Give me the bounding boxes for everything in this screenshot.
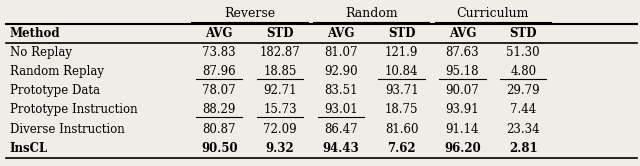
Text: 9.32: 9.32 xyxy=(266,142,294,155)
Text: 87.96: 87.96 xyxy=(202,65,236,78)
Text: 90.07: 90.07 xyxy=(445,84,479,97)
Text: 81.07: 81.07 xyxy=(324,46,358,59)
Text: 2.81: 2.81 xyxy=(509,142,538,155)
Text: 121.9: 121.9 xyxy=(385,46,419,59)
Text: STD: STD xyxy=(266,27,294,40)
Text: Prototype Data: Prototype Data xyxy=(10,84,100,97)
Text: 73.83: 73.83 xyxy=(202,46,236,59)
Text: 93.91: 93.91 xyxy=(445,103,479,117)
Text: 96.20: 96.20 xyxy=(444,142,481,155)
Text: No Replay: No Replay xyxy=(10,46,72,59)
Text: 51.30: 51.30 xyxy=(506,46,540,59)
Text: Diverse Instruction: Diverse Instruction xyxy=(10,123,124,136)
Text: Reverse: Reverse xyxy=(224,7,275,20)
Text: 4.80: 4.80 xyxy=(510,65,536,78)
Text: 23.34: 23.34 xyxy=(506,123,540,136)
Text: 80.87: 80.87 xyxy=(202,123,236,136)
Text: 93.71: 93.71 xyxy=(385,84,419,97)
Text: 92.90: 92.90 xyxy=(324,65,358,78)
Text: STD: STD xyxy=(388,27,415,40)
Text: 29.79: 29.79 xyxy=(506,84,540,97)
Text: STD: STD xyxy=(509,27,537,40)
Text: 78.07: 78.07 xyxy=(202,84,236,97)
Text: Method: Method xyxy=(10,27,60,40)
Text: 15.73: 15.73 xyxy=(263,103,297,117)
Text: AVG: AVG xyxy=(449,27,476,40)
Text: 95.18: 95.18 xyxy=(445,65,479,78)
Text: 72.09: 72.09 xyxy=(263,123,297,136)
Text: Prototype Instruction: Prototype Instruction xyxy=(10,103,137,117)
Text: 90.50: 90.50 xyxy=(201,142,237,155)
Text: 7.44: 7.44 xyxy=(510,103,536,117)
Text: 83.51: 83.51 xyxy=(324,84,358,97)
Text: Curriculum: Curriculum xyxy=(456,7,529,20)
Text: 87.63: 87.63 xyxy=(445,46,479,59)
Text: 86.47: 86.47 xyxy=(324,123,358,136)
Text: 7.62: 7.62 xyxy=(387,142,416,155)
Text: 88.29: 88.29 xyxy=(202,103,236,117)
Text: Random Replay: Random Replay xyxy=(10,65,104,78)
Text: 92.71: 92.71 xyxy=(263,84,297,97)
Text: 182.87: 182.87 xyxy=(260,46,300,59)
Text: 18.85: 18.85 xyxy=(263,65,297,78)
Text: AVG: AVG xyxy=(327,27,355,40)
Text: 81.60: 81.60 xyxy=(385,123,419,136)
Text: 94.43: 94.43 xyxy=(323,142,359,155)
Text: 18.75: 18.75 xyxy=(385,103,419,117)
Text: AVG: AVG xyxy=(205,27,233,40)
Text: 10.84: 10.84 xyxy=(385,65,419,78)
Text: InsCL: InsCL xyxy=(10,142,48,155)
Text: 91.14: 91.14 xyxy=(445,123,479,136)
Text: Random: Random xyxy=(345,7,397,20)
Text: 93.01: 93.01 xyxy=(324,103,358,117)
